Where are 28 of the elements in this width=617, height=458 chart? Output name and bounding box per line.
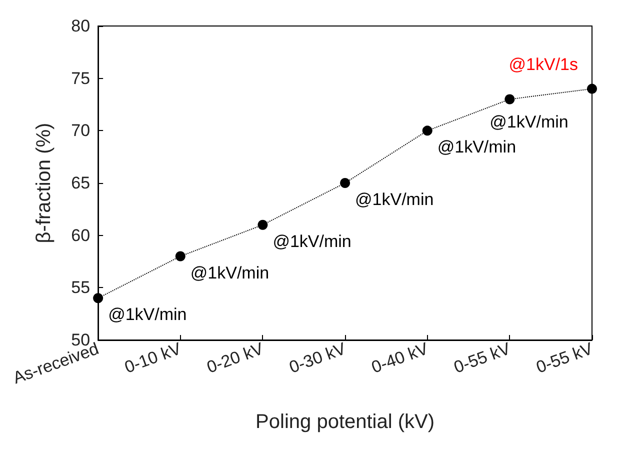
annotation: @1kV/1s: [508, 55, 578, 74]
x-tick-label: 0-20 kV: [204, 338, 267, 377]
y-tick-label: 55: [71, 278, 90, 298]
point: [258, 220, 268, 230]
y-axis-title: β-fraction (%): [33, 122, 56, 244]
point: [340, 178, 350, 188]
x-tick-label: 0-40 kV: [369, 338, 432, 377]
x-tick-label: 0-30 kV: [286, 338, 349, 377]
annotation: @1kV/min: [108, 305, 187, 324]
point: [175, 251, 186, 262]
point: [93, 293, 104, 304]
x-axis-title: Poling potential (kV): [256, 411, 435, 433]
annotation: @1kV/min: [272, 232, 352, 251]
annotation: @1kV/min: [437, 138, 516, 157]
x-tick-label: 0-10 kV: [122, 338, 184, 377]
y-tick-label: 80: [71, 16, 90, 36]
y-tick-label: 60: [71, 226, 90, 245]
annotation: @1kV/min: [490, 112, 568, 132]
annotation: @1kV/min: [355, 190, 434, 209]
y-tick-label: 70: [71, 121, 90, 140]
point: [422, 126, 432, 136]
x-tick-label: 0-55 kV: [451, 338, 514, 377]
y-tick-label: 65: [71, 174, 90, 192]
point: [587, 84, 597, 94]
annotation: @1kV/min: [190, 263, 270, 282]
x-tick-label: 0-55 kV: [534, 338, 596, 377]
y-tick-label: 75: [71, 68, 90, 88]
point: [504, 94, 515, 104]
